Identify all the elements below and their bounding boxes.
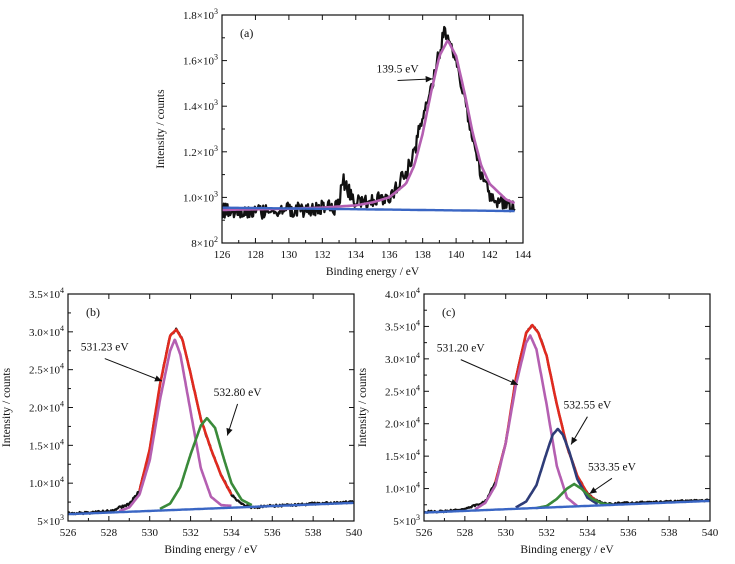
- y-tick-label: 3.5×104: [29, 286, 64, 301]
- x-tick-label: 526: [416, 527, 433, 539]
- y-tick-label: 1.5×104: [385, 448, 420, 463]
- y-axis-label: Intensity / counts: [1, 367, 13, 447]
- x-tick-label: 534: [579, 527, 596, 539]
- panel-label: (c): [442, 305, 455, 319]
- y-tick-label: 3.0×104: [29, 324, 64, 339]
- chart-panel-2: 526 528 530 532 534 536 538 540 5×103 1.0×104 1.5×…: [1, 286, 363, 556]
- x-tick-label: 134: [348, 249, 365, 261]
- y-tick-label: 1.0×104: [385, 481, 420, 496]
- x-tick-label: 138: [414, 249, 431, 261]
- x-tick-label: 144: [515, 249, 532, 261]
- y-axis-label: Intensity / counts: [155, 89, 167, 169]
- y-tick-label: 1.0×103: [183, 189, 218, 204]
- x-axis-label: Binding energy / eV: [164, 544, 258, 556]
- y-axis-label: Intensity / counts: [357, 367, 369, 447]
- x-tick-label: 132: [314, 249, 331, 261]
- annotation-arrowhead: [226, 427, 233, 436]
- series-peak-line-4: [535, 482, 613, 510]
- annotation-arrow-line: [460, 359, 519, 386]
- x-tick-label: 130: [281, 249, 298, 261]
- y-tick-label: 8×102: [191, 235, 218, 250]
- annotation-label: 531.23 eV: [81, 342, 130, 354]
- annotation-label: 533.35 eV: [588, 461, 637, 473]
- y-tick-label: 2.5×104: [385, 383, 420, 398]
- x-tick-label: 526: [60, 527, 77, 539]
- annotation-arrow-line: [104, 358, 163, 382]
- x-tick-label: 140: [448, 249, 465, 261]
- x-tick-label: 536: [620, 527, 637, 539]
- y-tick-label: 5×103: [37, 513, 64, 528]
- panel-label: (b): [86, 305, 100, 319]
- x-tick-label: 532: [182, 527, 199, 539]
- plot-frame: [67, 293, 355, 522]
- x-tick-label: 528: [101, 527, 118, 539]
- y-tick-label: 3.5×104: [385, 318, 420, 333]
- x-tick-label: 136: [381, 249, 398, 261]
- y-tick-label: 1.4×103: [183, 98, 218, 113]
- x-tick-label: 530: [497, 527, 514, 539]
- annotation-label: 532.55 eV: [563, 400, 612, 412]
- y-tick-label: 1.8×103: [183, 7, 218, 22]
- series-peak-line-2: [474, 334, 579, 511]
- series-background-line-2: [222, 206, 515, 213]
- y-tick-label: 3.0×104: [385, 351, 420, 366]
- annotation-arrowhead: [510, 379, 518, 385]
- x-tick-label: 126: [214, 249, 231, 261]
- series-peak-line-2: [118, 338, 233, 513]
- chart-panel-1: 126 128 130 132 134 136 138 140 142 144 8×102 1.0×1…: [155, 7, 532, 278]
- x-tick-label: 532: [538, 527, 555, 539]
- y-tick-label: 2.0×104: [29, 400, 64, 415]
- annotation-arrowhead: [589, 487, 598, 494]
- x-axis-label: Binding energy / eV: [326, 266, 420, 278]
- x-tick-label: 528: [457, 527, 474, 539]
- x-tick-label: 538: [661, 527, 678, 539]
- x-tick-label: 540: [346, 527, 363, 539]
- y-tick-label: 1.2×103: [183, 144, 218, 159]
- x-axis-label: Binding energy / eV: [520, 544, 614, 556]
- x-tick-label: 128: [247, 249, 264, 261]
- annotation-arrowhead: [425, 75, 433, 83]
- annotation-arrowhead: [571, 436, 578, 445]
- x-tick-label: 530: [141, 527, 158, 539]
- x-tick-label: 540: [702, 527, 719, 539]
- annotation-arrowhead: [154, 375, 162, 382]
- y-tick-label: 1.6×103: [183, 53, 218, 68]
- series-fit-line-1: [222, 39, 516, 212]
- y-tick-label: 2.5×104: [29, 362, 64, 377]
- y-tick-label: 5×103: [393, 513, 420, 528]
- x-tick-label: 534: [223, 527, 240, 539]
- y-tick-label: 2.0×104: [385, 416, 420, 431]
- x-tick-label: 536: [264, 527, 281, 539]
- chart-panel-3: 526 528 530 532 534 536 538 540 5×103 1.0×104 1.5×…: [357, 286, 719, 556]
- series-background-line-5: [424, 499, 710, 514]
- series-envelope-line-1: [138, 328, 233, 496]
- y-tick-label: 1.0×104: [29, 475, 64, 490]
- series-background-line-4: [68, 501, 354, 516]
- annotation-label: 139.5 eV: [376, 64, 419, 76]
- y-tick-label: 1.5×104: [29, 437, 64, 452]
- y-tick-label: 4.0×104: [385, 286, 420, 301]
- annotation-label: 531.20 eV: [437, 343, 486, 355]
- x-tick-label: 538: [305, 527, 322, 539]
- x-tick-label: 142: [481, 249, 498, 261]
- annotation-label: 532.80 eV: [214, 387, 263, 399]
- panel-label: (a): [240, 26, 253, 40]
- series-peak-line-3: [159, 416, 253, 511]
